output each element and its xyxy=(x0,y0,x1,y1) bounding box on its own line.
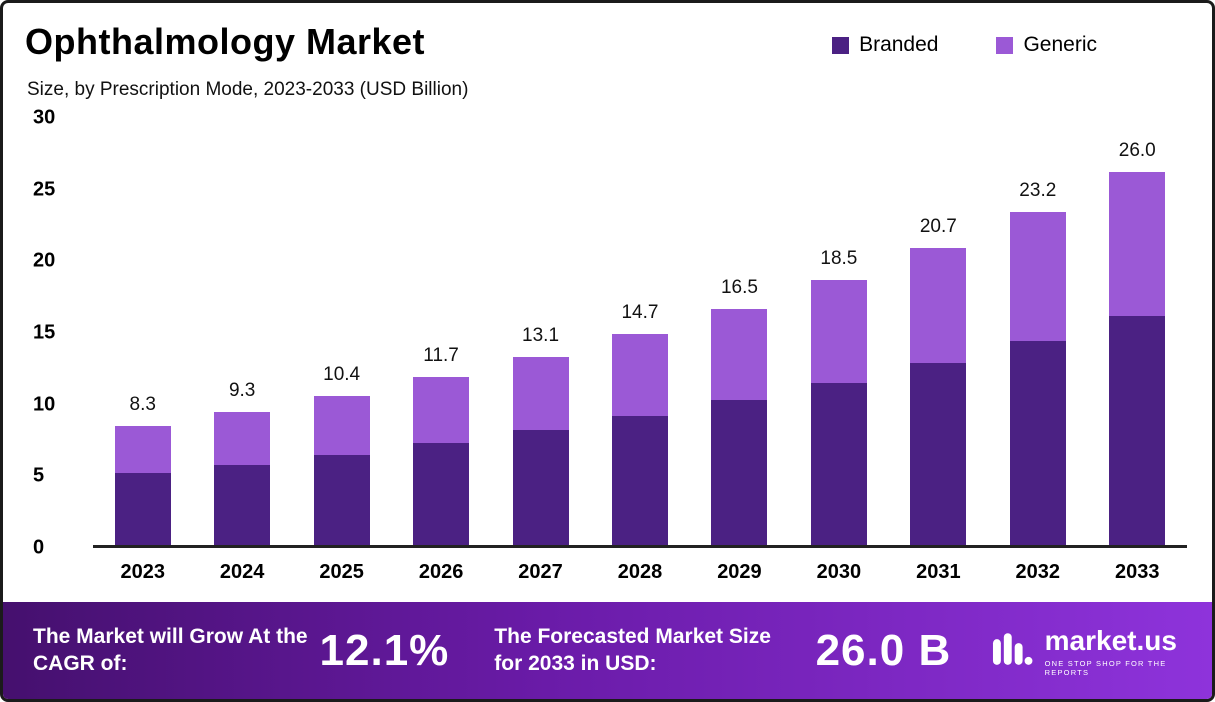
bar-total-label: 8.3 xyxy=(129,394,156,416)
legend: Branded Generic xyxy=(832,33,1097,57)
segment-branded xyxy=(1109,315,1166,545)
x-tick-label: 2029 xyxy=(717,561,762,583)
segment-generic xyxy=(114,426,171,474)
bar-2029: 16.5 xyxy=(711,277,768,545)
segment-generic xyxy=(711,308,768,401)
x-tick-label: 2025 xyxy=(319,561,364,583)
bar-2023: 8.3 xyxy=(114,394,171,545)
bar-2024: 9.3 xyxy=(214,380,271,545)
bar-total-label: 16.5 xyxy=(720,276,758,298)
footer-banner: The Market will Grow At the CAGR of: 12.… xyxy=(3,602,1212,699)
brand-name: market.us xyxy=(1044,624,1177,656)
segment-branded xyxy=(910,362,967,545)
bar-2030: 18.5 xyxy=(810,248,867,545)
segment-generic xyxy=(413,377,470,444)
bars-container: 8.3 9.3 10.4 11.7 13.1 14.7 16.5 18.5 20.7 23.2 26… xyxy=(93,118,1187,545)
segment-branded xyxy=(313,454,370,545)
y-tick-label: 20 xyxy=(33,249,56,272)
forecast-label: The Forecasted Market Size for 2033 in U… xyxy=(494,625,771,675)
bar-2033: 26.0 xyxy=(1109,140,1166,545)
bar-2032: 23.2 xyxy=(1009,180,1066,545)
x-tick-label: 2024 xyxy=(219,561,265,583)
segment-branded xyxy=(114,473,171,545)
y-tick-label: 30 xyxy=(33,106,56,129)
bar-total-label: 26.0 xyxy=(1118,140,1156,162)
bar-total-label: 10.4 xyxy=(323,363,361,385)
segment-generic xyxy=(512,357,569,431)
x-tick-label: 2028 xyxy=(617,561,663,583)
segment-generic xyxy=(910,248,967,363)
x-tick-label: 2032 xyxy=(1015,561,1061,583)
bar-total-label: 11.7 xyxy=(423,345,459,367)
legend-item-branded: Branded xyxy=(832,33,938,57)
chart-subtitle: Size, by Prescription Mode, 2023-2033 (U… xyxy=(27,79,469,100)
bar-total-label: 20.7 xyxy=(919,216,957,238)
bar-2031: 20.7 xyxy=(910,216,967,545)
bar-2026: 11.7 xyxy=(413,345,470,545)
bar-2027: 13.1 xyxy=(512,325,569,545)
cagr-label: The Market will Grow At the CAGR of: xyxy=(33,625,308,675)
bar-2025: 10.4 xyxy=(313,364,370,545)
generic-swatch-icon xyxy=(996,36,1014,54)
x-axis-labels: 2023 2024 2025 2026 2027 2028 2029 2030 2031 2032… xyxy=(93,561,1187,584)
bar-total-label: 23.2 xyxy=(1019,180,1057,202)
y-tick-label: 25 xyxy=(33,178,56,201)
chart-plot-area: 8.3 9.3 10.4 11.7 13.1 14.7 16.5 18.5 20.7 23.2 26… xyxy=(93,118,1187,548)
bar-total-label: 18.5 xyxy=(820,247,858,269)
y-tick-label: 5 xyxy=(33,464,45,487)
segment-branded xyxy=(1009,341,1066,545)
y-tick-label: 15 xyxy=(33,321,56,344)
segment-branded xyxy=(214,464,271,545)
x-tick-label: 2027 xyxy=(518,561,563,583)
legend-item-generic: Generic xyxy=(996,33,1097,57)
page-title: Ophthalmology Market xyxy=(25,21,426,62)
bar-total-label: 9.3 xyxy=(228,379,256,401)
segment-generic xyxy=(810,279,867,384)
y-tick-label: 10 xyxy=(33,393,56,416)
brand-tagline: ONE STOP SHOP FOR THE REPORTS xyxy=(1044,658,1167,677)
x-tick-label: 2033 xyxy=(1115,561,1160,583)
segment-branded xyxy=(611,416,668,545)
y-tick-label: 0 xyxy=(33,536,45,559)
segment-generic xyxy=(611,334,668,416)
marketus-logo: market.us ONE STOP SHOP FOR THE REPORTS xyxy=(991,625,1212,677)
segment-branded xyxy=(810,383,867,545)
segment-branded xyxy=(413,443,470,545)
segment-generic xyxy=(214,411,271,465)
marketus-logo-icon xyxy=(993,632,1033,665)
bar-2028: 14.7 xyxy=(611,302,668,545)
bar-total-label: 13.1 xyxy=(522,325,560,347)
forecast-value: 26.0 B xyxy=(815,625,952,675)
x-tick-label: 2031 xyxy=(916,561,961,583)
bar-total-label: 14.7 xyxy=(621,302,659,324)
segment-generic xyxy=(1009,212,1066,342)
legend-label-branded: Branded xyxy=(859,33,939,56)
x-tick-label: 2023 xyxy=(120,561,165,583)
segment-generic xyxy=(1109,172,1166,316)
branded-swatch-icon xyxy=(832,36,850,54)
legend-label-generic: Generic xyxy=(1023,33,1097,56)
cagr-value: 12.1% xyxy=(319,625,450,675)
segment-generic xyxy=(313,395,370,455)
x-tick-label: 2030 xyxy=(816,561,862,583)
segment-branded xyxy=(512,430,569,545)
x-tick-label: 2026 xyxy=(418,561,464,583)
segment-branded xyxy=(711,400,768,545)
